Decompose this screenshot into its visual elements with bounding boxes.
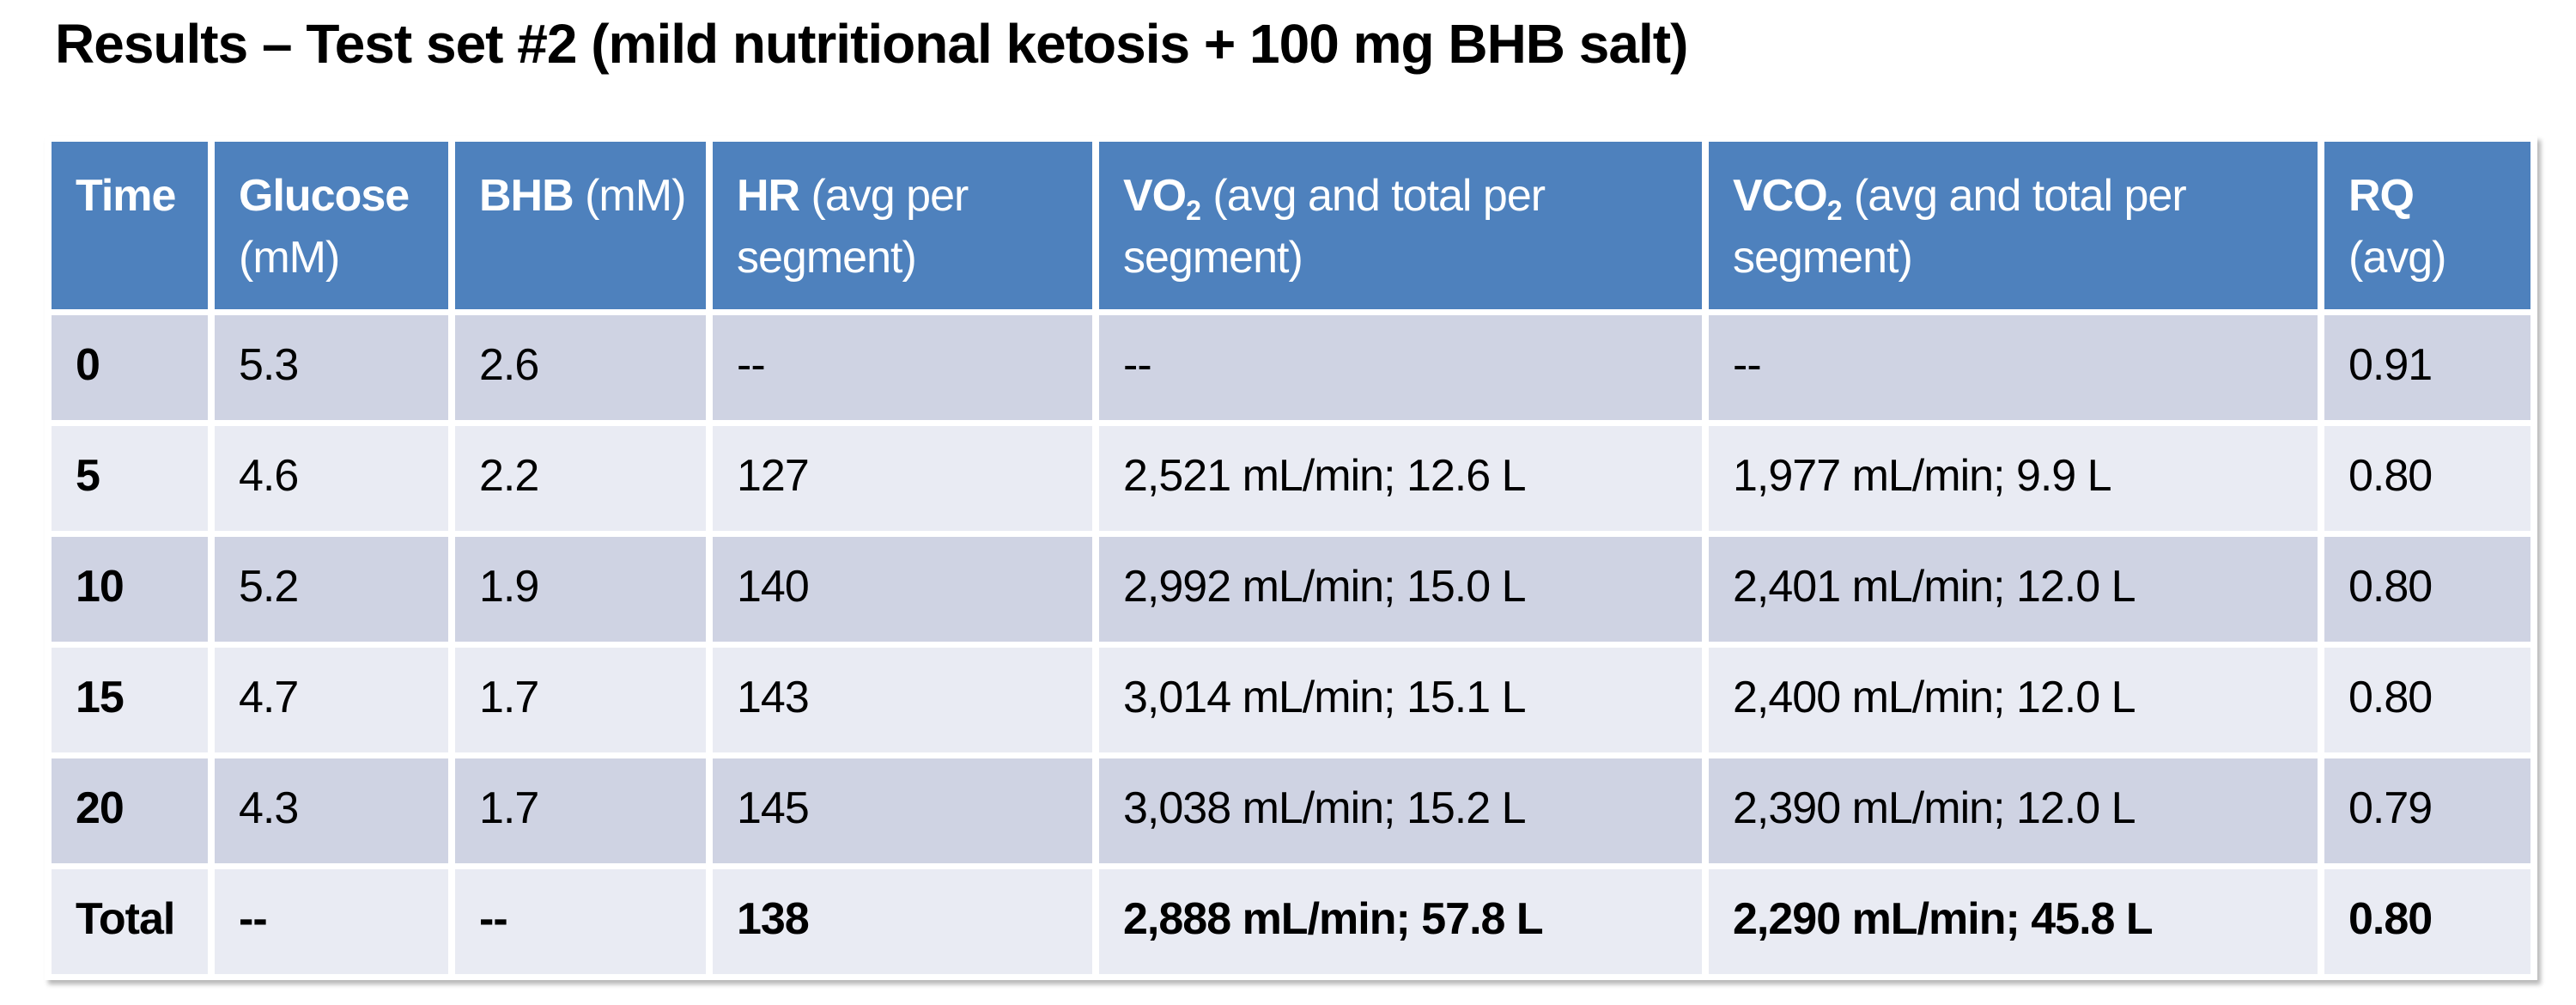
cell-hr: 140 bbox=[713, 537, 1092, 642]
cell-hr: 127 bbox=[713, 426, 1092, 531]
header-note: (mM) bbox=[573, 171, 686, 221]
header-label-hr: HR bbox=[737, 171, 800, 221]
cell-bhb: 2.6 bbox=[455, 315, 706, 420]
header-row: Time Glucose (mM) BHB (mM) HR (avg per s… bbox=[52, 142, 2530, 309]
cell-vo2: -- bbox=[1099, 315, 1702, 420]
cell-vco2: -- bbox=[1709, 315, 2318, 420]
table-row-20: 20 4.3 1.7 145 3,038 mL/min; 15.2 L 2,39… bbox=[52, 758, 2530, 863]
cell-bhb: 1.7 bbox=[455, 758, 706, 863]
header-label-bhb: BHB bbox=[479, 171, 574, 221]
header-subscript-vco2: 2 bbox=[1826, 195, 1843, 226]
slide-title: Results – Test set #2 (mild nutritional … bbox=[55, 13, 1688, 75]
cell-vo2: 2,888 mL/min; 57.8 L bbox=[1099, 869, 1702, 974]
cell-hr: 145 bbox=[713, 758, 1092, 863]
cell-glucose: -- bbox=[215, 869, 448, 974]
header-label-vco2: VCO bbox=[1733, 171, 1828, 221]
cell-hr: -- bbox=[713, 315, 1092, 420]
header-label-glucose: Glucose bbox=[239, 171, 410, 221]
table-row-15: 15 4.7 1.7 143 3,014 mL/min; 15.1 L 2,40… bbox=[52, 648, 2530, 752]
header-note: (avg per segment) bbox=[737, 171, 969, 283]
cell-vo2: 2,521 mL/min; 12.6 L bbox=[1099, 426, 1702, 531]
cell-vo2: 2,992 mL/min; 15.0 L bbox=[1099, 537, 1702, 642]
header-cell-time: Time bbox=[52, 142, 208, 309]
header-cell-vo2: VO2 (avg and total per segment) bbox=[1099, 142, 1702, 309]
cell-vo2: 3,014 mL/min; 15.1 L bbox=[1099, 648, 1702, 752]
table-body: 0 5.3 2.6 -- -- -- 0.91 5 4.6 2.2 127 2,… bbox=[52, 315, 2530, 974]
cell-rq: 0.79 bbox=[2324, 758, 2530, 863]
cell-glucose: 4.3 bbox=[215, 758, 448, 863]
cell-vco2: 2,290 mL/min; 45.8 L bbox=[1709, 869, 2318, 974]
cell-vco2: 2,390 mL/min; 12.0 L bbox=[1709, 758, 2318, 863]
cell-hr: 138 bbox=[713, 869, 1092, 974]
cell-glucose: 4.7 bbox=[215, 648, 448, 752]
cell-rq: 0.80 bbox=[2324, 869, 2530, 974]
header-subscript-vo2: 2 bbox=[1186, 195, 1201, 226]
table-header: Time Glucose (mM) BHB (mM) HR (avg per s… bbox=[52, 142, 2530, 309]
cell-rq: 0.91 bbox=[2324, 315, 2530, 420]
header-cell-bhb: BHB (mM) bbox=[455, 142, 706, 309]
cell-glucose: 4.6 bbox=[215, 426, 448, 531]
cell-vco2: 1,977 mL/min; 9.9 L bbox=[1709, 426, 2318, 531]
cell-hr: 143 bbox=[713, 648, 1092, 752]
header-label-time: Time bbox=[76, 171, 176, 221]
header-cell-vco2: VCO2 (avg and total per segment) bbox=[1709, 142, 2318, 309]
cell-rq: 0.80 bbox=[2324, 537, 2530, 642]
cell-time: 10 bbox=[52, 537, 208, 642]
header-note: (avg and total per segment) bbox=[1733, 171, 2187, 283]
cell-time: 0 bbox=[52, 315, 208, 420]
cell-rq: 0.80 bbox=[2324, 648, 2530, 752]
header-note: (avg) bbox=[2348, 233, 2446, 283]
table-row-total: Total -- -- 138 2,888 mL/min; 57.8 L 2,2… bbox=[52, 869, 2530, 974]
cell-bhb: -- bbox=[455, 869, 706, 974]
header-cell-hr: HR (avg per segment) bbox=[713, 142, 1092, 309]
results-table: Time Glucose (mM) BHB (mM) HR (avg per s… bbox=[45, 136, 2537, 980]
header-label-rq: RQ bbox=[2348, 171, 2415, 221]
cell-bhb: 1.9 bbox=[455, 537, 706, 642]
header-label-vo2: VO bbox=[1123, 171, 1187, 221]
cell-time: Total bbox=[52, 869, 208, 974]
cell-vco2: 2,400 mL/min; 12.0 L bbox=[1709, 648, 2318, 752]
header-cell-rq: RQ (avg) bbox=[2324, 142, 2530, 309]
cell-glucose: 5.2 bbox=[215, 537, 448, 642]
cell-rq: 0.80 bbox=[2324, 426, 2530, 531]
table-row-0: 0 5.3 2.6 -- -- -- 0.91 bbox=[52, 315, 2530, 420]
cell-vo2: 3,038 mL/min; 15.2 L bbox=[1099, 758, 1702, 863]
table-row-5: 5 4.6 2.2 127 2,521 mL/min; 12.6 L 1,977… bbox=[52, 426, 2530, 531]
cell-time: 5 bbox=[52, 426, 208, 531]
cell-glucose: 5.3 bbox=[215, 315, 448, 420]
cell-vco2: 2,401 mL/min; 12.0 L bbox=[1709, 537, 2318, 642]
cell-time: 15 bbox=[52, 648, 208, 752]
cell-bhb: 2.2 bbox=[455, 426, 706, 531]
header-note: (mM) bbox=[239, 233, 340, 283]
cell-time: 20 bbox=[52, 758, 208, 863]
cell-bhb: 1.7 bbox=[455, 648, 706, 752]
header-cell-glucose: Glucose (mM) bbox=[215, 142, 448, 309]
header-note: (avg and total per segment) bbox=[1123, 171, 1546, 283]
table-row-10: 10 5.2 1.9 140 2,992 mL/min; 15.0 L 2,40… bbox=[52, 537, 2530, 642]
